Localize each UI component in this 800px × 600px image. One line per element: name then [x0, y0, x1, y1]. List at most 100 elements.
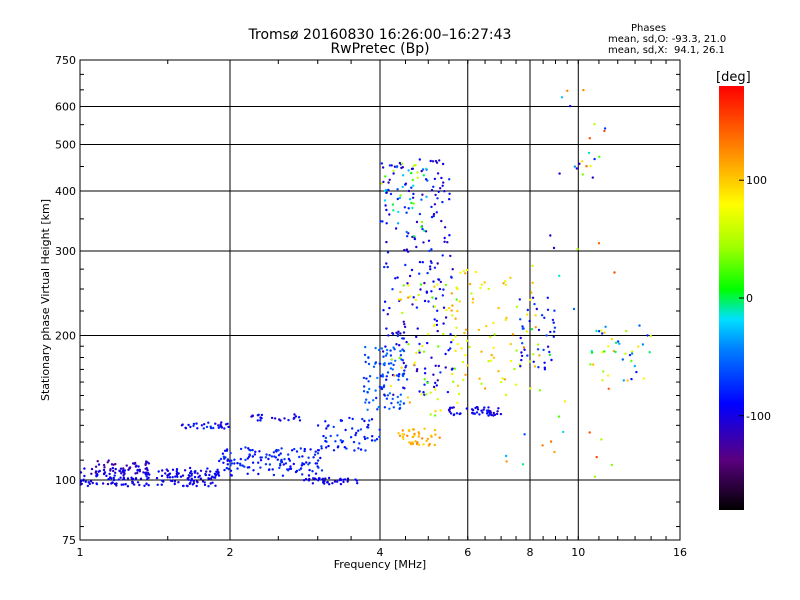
data-point — [405, 230, 408, 234]
data-point — [538, 354, 541, 357]
x-tick-label: 10 — [571, 546, 585, 559]
data-point — [492, 411, 495, 415]
data-point — [404, 263, 407, 267]
data-point — [407, 207, 410, 210]
data-point — [192, 422, 196, 426]
data-point — [207, 477, 210, 480]
data-point — [277, 449, 280, 452]
data-point — [444, 283, 448, 287]
data-point — [404, 183, 407, 186]
data-point — [413, 434, 416, 437]
x-tick-label: 2 — [227, 546, 234, 559]
data-point — [112, 463, 115, 466]
data-point — [410, 167, 414, 171]
data-point — [294, 415, 298, 418]
data-point — [223, 457, 226, 460]
data-point — [466, 364, 469, 367]
data-point — [143, 484, 146, 487]
data-point — [195, 484, 198, 488]
data-point — [542, 348, 545, 352]
data-point — [214, 484, 217, 487]
data-point — [363, 435, 366, 439]
data-point — [385, 208, 388, 212]
data-point — [195, 422, 198, 425]
data-point — [324, 477, 327, 480]
data-point — [410, 171, 413, 175]
data-point — [219, 423, 222, 426]
data-point — [160, 474, 164, 478]
data-point — [557, 415, 561, 418]
data-point — [366, 390, 369, 394]
data-point — [480, 409, 483, 412]
data-point — [171, 476, 174, 479]
data-point — [189, 470, 193, 473]
data-point — [443, 190, 446, 193]
data-point — [105, 474, 108, 478]
data-point — [439, 409, 442, 412]
data-point — [103, 471, 107, 474]
data-point — [408, 441, 411, 444]
data-point — [396, 401, 400, 404]
data-point — [120, 483, 123, 486]
data-point — [433, 305, 437, 308]
x-tick-label: 6 — [464, 546, 471, 559]
data-point — [424, 393, 428, 396]
data-point — [416, 176, 419, 179]
data-point — [405, 378, 409, 381]
data-point — [483, 406, 486, 409]
data-point — [444, 352, 447, 356]
data-point — [437, 190, 440, 193]
data-point — [125, 464, 128, 467]
data-point — [379, 220, 382, 223]
data-point — [435, 211, 438, 214]
data-point — [476, 408, 480, 411]
data-point — [399, 354, 403, 357]
data-point — [144, 467, 147, 470]
data-point — [322, 434, 325, 438]
data-point — [521, 327, 524, 330]
data-point — [176, 475, 179, 478]
data-point — [380, 347, 384, 350]
data-point — [176, 472, 180, 475]
data-point — [283, 458, 286, 461]
data-point — [336, 480, 339, 483]
data-point — [401, 433, 404, 436]
data-point — [386, 313, 389, 316]
data-point — [383, 300, 387, 303]
data-point — [375, 396, 378, 400]
data-point — [214, 422, 217, 425]
data-point — [409, 295, 412, 298]
colorbar-tick-label: -100 — [746, 410, 771, 423]
data-point — [288, 467, 291, 470]
data-point — [286, 468, 289, 471]
data-point — [433, 318, 436, 321]
data-point — [449, 333, 452, 336]
data-point — [136, 468, 139, 472]
data-point — [206, 467, 209, 470]
data-point — [251, 461, 255, 464]
data-point — [90, 472, 93, 475]
data-point — [433, 203, 437, 206]
data-point — [385, 327, 388, 330]
data-point — [366, 436, 369, 440]
data-point — [166, 474, 169, 477]
data-point — [383, 406, 387, 409]
data-point — [382, 385, 385, 389]
data-point — [368, 387, 371, 391]
data-point — [382, 355, 385, 358]
data-point — [205, 425, 209, 429]
data-point — [487, 360, 490, 363]
data-point — [521, 325, 524, 328]
data-point — [403, 206, 407, 209]
data-point — [449, 412, 453, 415]
data-point — [436, 262, 439, 265]
data-point — [314, 472, 318, 475]
data-point — [268, 463, 272, 466]
data-point — [372, 365, 376, 368]
data-point — [425, 290, 428, 293]
data-point — [395, 374, 399, 377]
data-point — [497, 407, 500, 410]
data-point — [122, 467, 125, 470]
data-point — [311, 482, 315, 485]
data-point — [450, 309, 453, 312]
